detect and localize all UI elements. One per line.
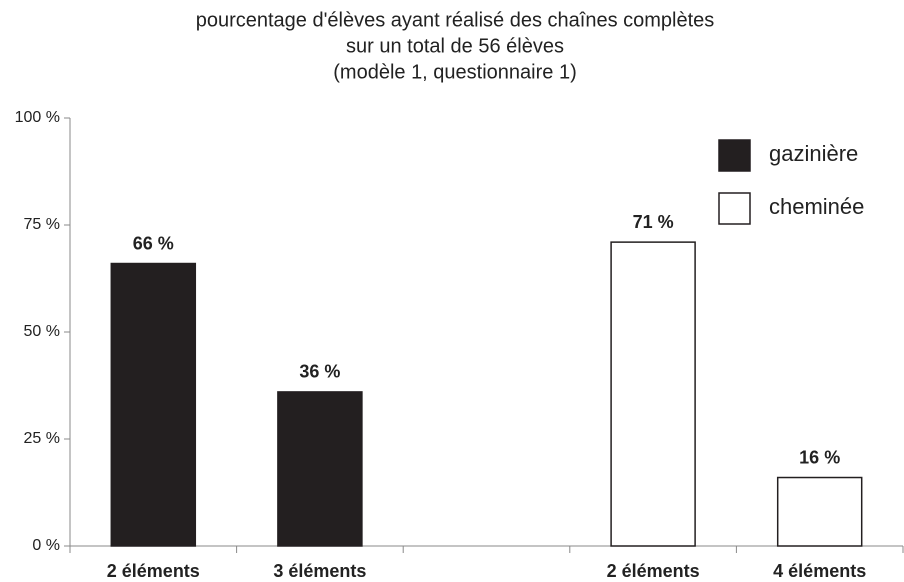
- x-tick-label: 2 éléments: [607, 561, 700, 581]
- x-tick-label: 3 éléments: [273, 561, 366, 581]
- legend-swatch: [718, 192, 751, 225]
- legend-swatch: [718, 139, 751, 172]
- bar: [110, 262, 197, 547]
- y-tick-label: 75 %: [24, 216, 60, 233]
- bar: [610, 241, 696, 547]
- bar: [776, 476, 863, 547]
- y-tick-label: 25 %: [24, 430, 60, 447]
- legend-label: gazinière: [769, 141, 858, 166]
- value-label: 66 %: [133, 233, 174, 253]
- chart-title: pourcentage d'élèves ayant réalisé des c…: [196, 9, 715, 31]
- bar: [277, 391, 363, 547]
- chart-title: sur un total de 56 élèves: [346, 35, 564, 57]
- legend-label: cheminée: [769, 194, 864, 219]
- value-label: 16 %: [799, 447, 840, 467]
- value-label: 71 %: [633, 212, 674, 232]
- y-tick-label: 100 %: [15, 109, 60, 126]
- x-tick-label: 4 éléments: [773, 561, 866, 581]
- value-label: 36 %: [299, 362, 340, 382]
- y-tick-label: 0 %: [32, 537, 60, 554]
- chart-title: (modèle 1, questionnaire 1): [333, 61, 576, 83]
- y-tick-label: 50 %: [24, 323, 60, 340]
- x-tick-label: 2 éléments: [107, 561, 200, 581]
